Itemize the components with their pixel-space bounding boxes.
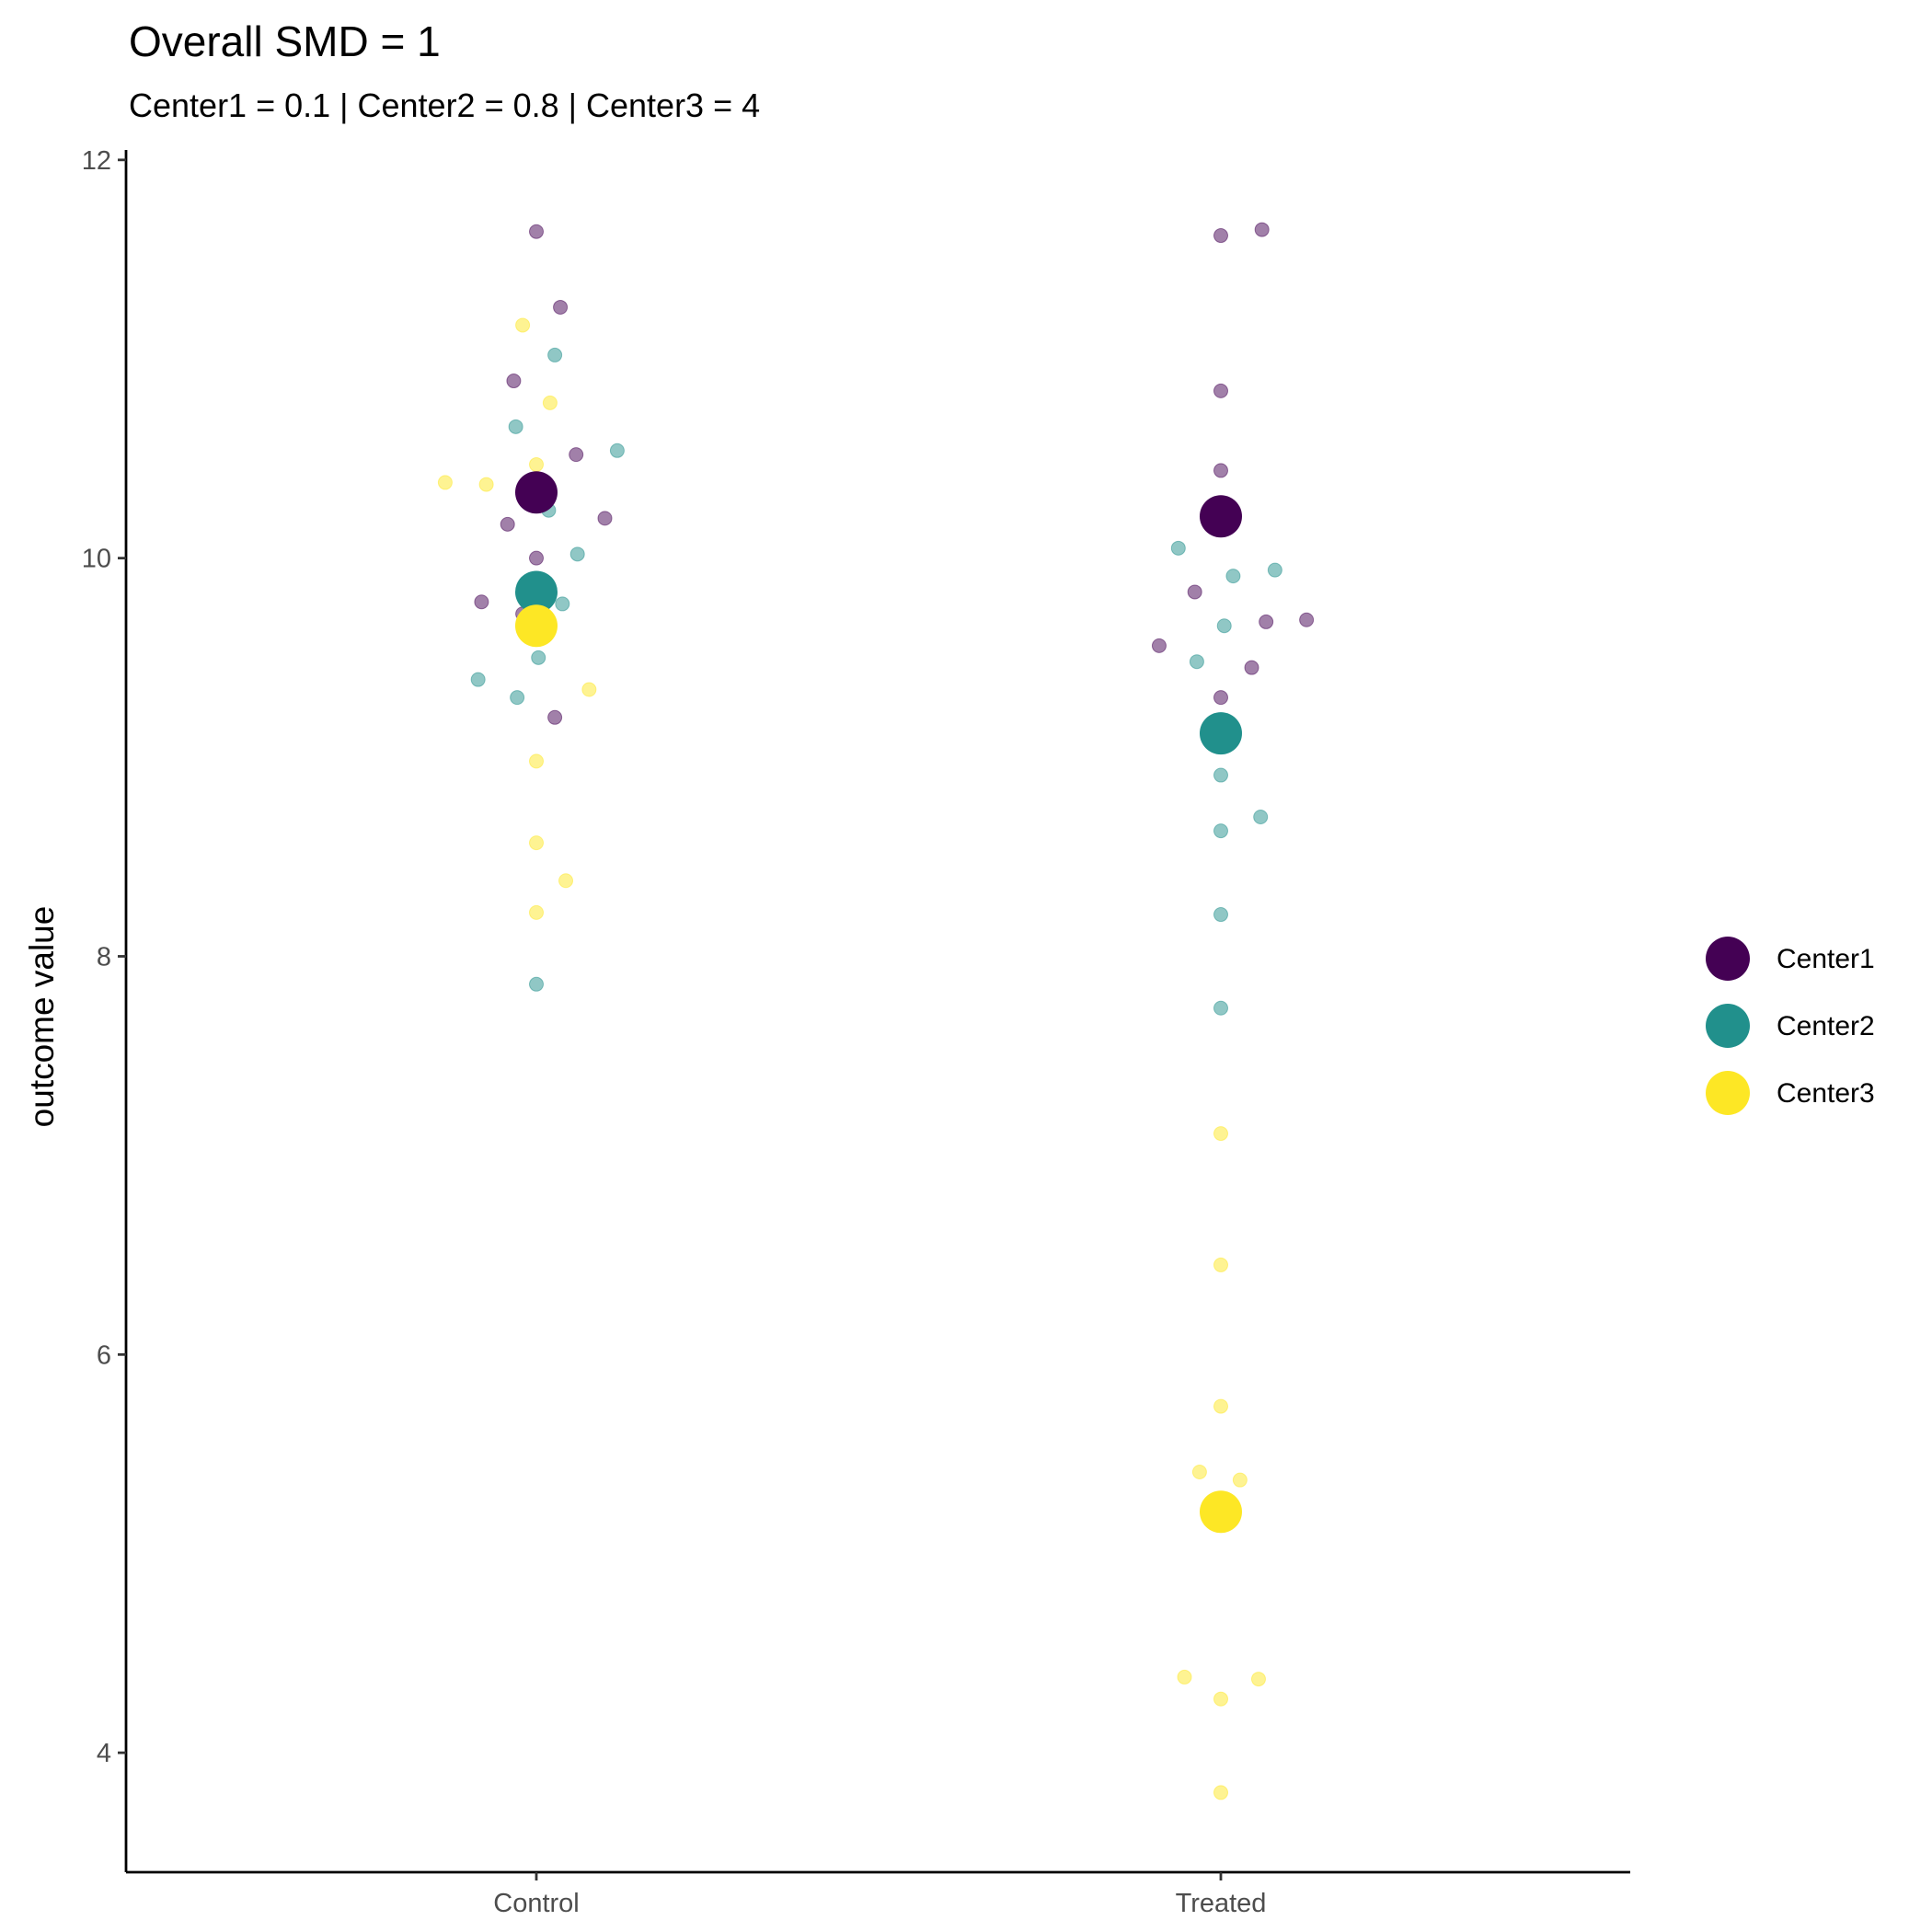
data-point <box>569 447 584 463</box>
mean-point <box>1200 712 1242 755</box>
data-point <box>529 550 544 566</box>
data-point <box>1253 809 1269 824</box>
y-tick-label: 12 <box>82 146 111 176</box>
mean-point <box>1200 1490 1242 1534</box>
data-point <box>1267 562 1282 578</box>
mean-point <box>515 570 558 614</box>
data-point <box>508 419 523 434</box>
data-point <box>597 511 613 526</box>
data-point <box>437 475 453 490</box>
mean-point <box>515 471 558 514</box>
data-point <box>547 709 563 725</box>
data-point <box>1213 228 1228 244</box>
data-point <box>1189 654 1204 670</box>
data-point <box>529 904 544 920</box>
data-point <box>470 672 486 687</box>
y-tick-label: 4 <box>97 1739 111 1768</box>
data-points <box>437 222 1315 1800</box>
data-point <box>529 976 544 992</box>
data-point <box>529 224 544 239</box>
data-point <box>542 395 558 410</box>
legend: Center1 Center2 Center3 <box>1706 937 1875 1115</box>
data-point <box>1187 584 1202 600</box>
data-point <box>1213 907 1228 923</box>
data-point <box>1213 383 1228 398</box>
data-point <box>529 753 544 769</box>
group-means <box>515 471 1242 1534</box>
y-axis-label: outcome value <box>23 906 61 1128</box>
data-point <box>1216 618 1232 634</box>
data-point <box>1213 463 1228 478</box>
data-point <box>1213 1000 1228 1016</box>
data-point <box>558 873 574 889</box>
data-point <box>609 443 625 458</box>
legend-key <box>1706 937 1750 981</box>
data-point <box>474 594 489 610</box>
data-point <box>1259 614 1274 629</box>
data-point <box>1213 1257 1228 1272</box>
data-point <box>555 596 570 612</box>
data-point <box>500 516 515 532</box>
legend-key <box>1706 1004 1750 1048</box>
data-point <box>1232 1472 1248 1488</box>
data-point <box>1170 540 1186 556</box>
data-point <box>510 690 525 706</box>
data-point <box>1244 660 1259 675</box>
data-point <box>547 347 563 362</box>
y-tick-label: 10 <box>82 545 111 574</box>
data-point <box>1250 1672 1266 1687</box>
y-tick-label: 6 <box>97 1340 111 1370</box>
legend-item: Center3 <box>1706 1071 1875 1115</box>
data-point <box>529 456 544 472</box>
x-tick-label: Control <box>493 1889 580 1918</box>
y-tick-label: 8 <box>97 942 111 972</box>
chart-title: Overall SMD = 1 <box>129 17 441 65</box>
data-point <box>553 299 569 315</box>
data-point <box>515 317 531 333</box>
legend-label: Center3 <box>1777 1078 1875 1109</box>
axes: 4 6 8 10 12 Control Treated <box>82 146 1630 1918</box>
data-point <box>1299 612 1315 627</box>
data-point <box>581 682 597 697</box>
data-point <box>569 546 585 562</box>
data-point <box>1213 1785 1228 1800</box>
legend-label: Center2 <box>1777 1011 1875 1041</box>
legend-item: Center2 <box>1706 1004 1875 1048</box>
legend-item: Center1 <box>1706 937 1875 981</box>
data-point <box>1213 1126 1228 1142</box>
x-tick-label: Treated <box>1176 1889 1267 1918</box>
chart-subtitle: Center1 = 0.1 | Center2 = 0.8 | Center3 … <box>129 86 760 124</box>
legend-key <box>1706 1071 1750 1115</box>
data-point <box>1213 1691 1228 1707</box>
data-point <box>1213 767 1228 783</box>
data-point <box>1254 222 1270 237</box>
data-point <box>506 374 522 389</box>
mean-point <box>515 604 558 648</box>
data-point <box>1151 638 1167 653</box>
data-point <box>1213 823 1228 839</box>
data-point <box>478 477 494 492</box>
data-point <box>529 835 544 851</box>
legend-label: Center1 <box>1777 944 1875 974</box>
data-point <box>1213 690 1228 706</box>
mean-point <box>1200 495 1242 538</box>
data-point <box>1225 569 1241 584</box>
data-point <box>1177 1669 1192 1685</box>
data-point <box>531 650 546 665</box>
data-point <box>1213 1398 1228 1414</box>
data-point <box>1191 1465 1207 1480</box>
